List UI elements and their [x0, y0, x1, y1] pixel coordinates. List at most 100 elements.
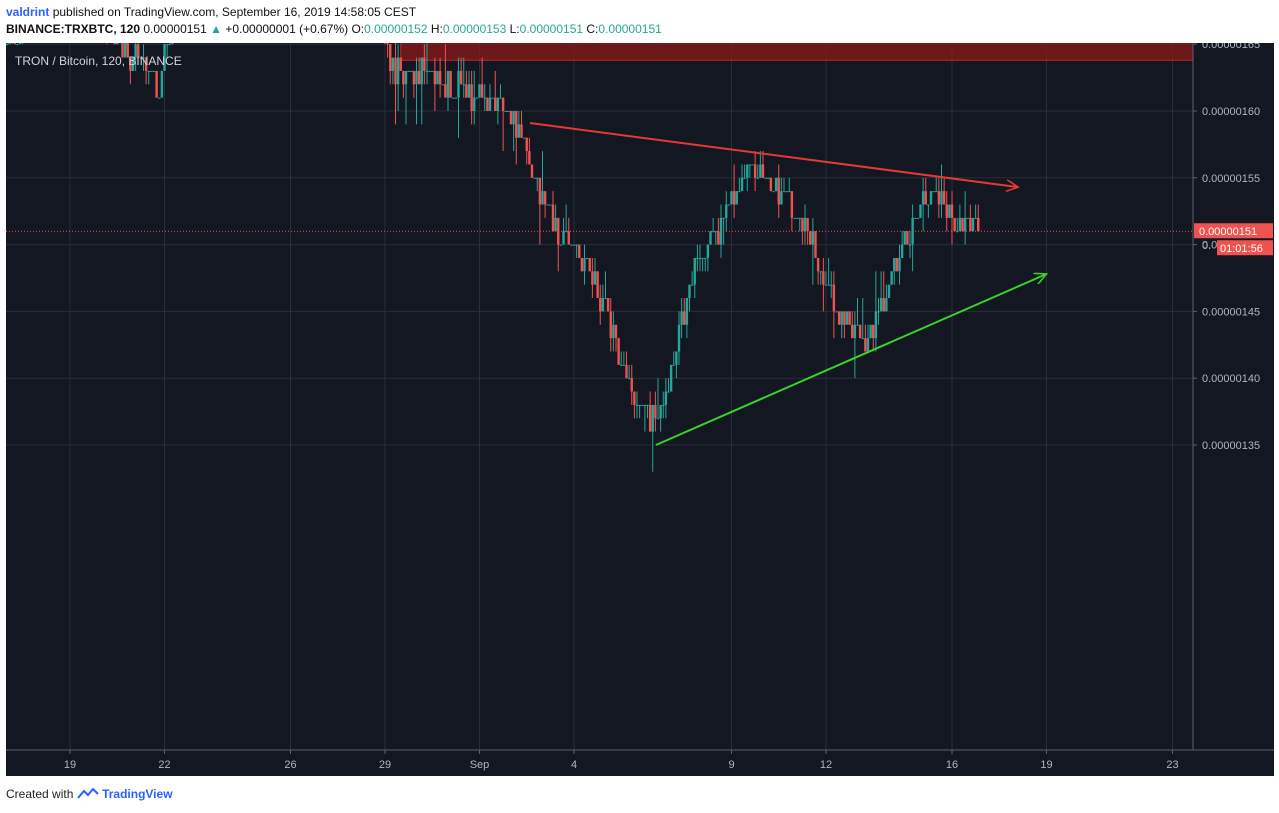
- candle-body: [648, 404, 652, 432]
- candle-body: [441, 84, 444, 86]
- candle-body: [549, 204, 552, 206]
- time-tick-label: 19: [1040, 759, 1052, 771]
- candle-body: [147, 70, 150, 72]
- candle-body: [116, 30, 119, 45]
- candle-body: [483, 97, 486, 99]
- candle-body: [919, 204, 922, 218]
- candle-body: [890, 271, 893, 285]
- candle-body: [824, 284, 828, 286]
- candle-body: [940, 191, 943, 205]
- candle-body: [971, 217, 975, 232]
- candle-body: [698, 257, 702, 259]
- candle-body: [764, 177, 767, 179]
- chart-header: valdrint published on TradingView.com, S…: [6, 3, 1276, 41]
- candle-body: [536, 177, 539, 179]
- candle-body: [163, 44, 166, 71]
- candle-body: [717, 231, 720, 245]
- candle-body: [659, 404, 662, 419]
- candle-body: [625, 364, 628, 379]
- candle-body: [885, 298, 888, 312]
- time-tick-label: 16: [946, 759, 958, 771]
- candle-body: [675, 351, 678, 365]
- time-tick-label: 22: [158, 759, 170, 771]
- candle-body: [924, 191, 927, 205]
- candle-body: [688, 284, 691, 299]
- candle-body: [735, 191, 738, 205]
- candle-body: [803, 217, 807, 232]
- candle-body: [774, 177, 778, 192]
- last-price-label: 0.00000151: [1199, 226, 1257, 238]
- candle-body: [872, 324, 875, 339]
- candle-body: [459, 70, 463, 85]
- candle-body: [131, 57, 135, 71]
- candle-body: [680, 311, 683, 325]
- candle-body: [399, 57, 402, 71]
- candle-body: [389, 44, 392, 71]
- candle-body: [798, 217, 801, 219]
- candle-body: [633, 391, 636, 405]
- author-link[interactable]: valdrint: [6, 5, 50, 19]
- candle-body: [806, 217, 809, 232]
- candle-body: [444, 84, 447, 98]
- countdown-label: 01:01:56: [1220, 243, 1263, 255]
- chart-area[interactable]: TRON / Bitcoin, 120, BINANCE 0.00000135 0…: [5, 0, 1274, 776]
- ohlc-open-label: O:: [351, 22, 365, 36]
- candle-body: [740, 177, 744, 192]
- candle-body: [900, 244, 904, 258]
- candle-body: [425, 70, 429, 72]
- candle-body: [139, 57, 143, 59]
- candle-body: [816, 257, 820, 272]
- candle-body: [795, 217, 799, 219]
- candle-body: [525, 137, 528, 152]
- candle-body: [454, 97, 458, 99]
- candle-body: [155, 70, 158, 98]
- candle-body: [496, 97, 500, 111]
- candle-body: [906, 231, 909, 245]
- support-trendline[interactable]: [655, 274, 1047, 446]
- candle-body: [882, 298, 885, 312]
- price-tick-label: 0.00000155: [1202, 173, 1260, 185]
- candle-body: [478, 84, 481, 98]
- price-chart[interactable]: TRON / Bitcoin, 120, BINANCE 0.00000135 0…: [5, 0, 1274, 776]
- candle-body: [538, 177, 542, 205]
- candle-body: [113, 30, 116, 45]
- candle-body: [572, 244, 576, 246]
- candle-body: [690, 284, 694, 286]
- candle-body: [480, 84, 484, 98]
- candle-body: [428, 70, 431, 72]
- candle-body: [412, 70, 416, 85]
- ohlc-low-label: L:: [509, 22, 520, 36]
- candle-body: [126, 30, 129, 58]
- candle-body: [551, 204, 555, 232]
- candle-body: [861, 338, 864, 340]
- candle-body: [669, 364, 673, 392]
- trendlines[interactable]: [529, 122, 1047, 446]
- candle-body: [473, 97, 476, 111]
- candle-body: [887, 284, 891, 299]
- candle-body: [591, 271, 594, 285]
- resistance-trendline[interactable]: [529, 122, 1018, 187]
- candle-body: [394, 57, 397, 85]
- time-axis[interactable]: [6, 750, 1274, 776]
- candle-body: [501, 97, 505, 111]
- candle-body: [932, 191, 935, 193]
- tradingview-brand-link[interactable]: TradingView: [102, 787, 173, 801]
- candle-body: [606, 298, 610, 312]
- time-tick-label: 4: [571, 759, 577, 771]
- candle-body: [160, 70, 164, 98]
- ohlc-low-value: 0.00000151: [519, 22, 584, 36]
- candle-body: [927, 204, 930, 206]
- candle-body: [748, 164, 752, 166]
- candle-body: [470, 84, 473, 111]
- candle-body: [683, 311, 686, 325]
- candle-body: [732, 191, 736, 205]
- crosshair-price-label: 0.: [1202, 240, 1211, 252]
- symbol-line: BINANCE:TRXBTC, 120 0.00000151 ▲ +0.0000…: [6, 22, 662, 36]
- candle-body: [677, 324, 681, 352]
- candle-body: [417, 70, 421, 85]
- candle-body: [152, 70, 156, 72]
- price-axis[interactable]: [1193, 43, 1274, 776]
- candle-body: [570, 244, 573, 246]
- change-value: +0.00000001 (+0.67%): [225, 22, 349, 36]
- candle-body: [921, 191, 925, 205]
